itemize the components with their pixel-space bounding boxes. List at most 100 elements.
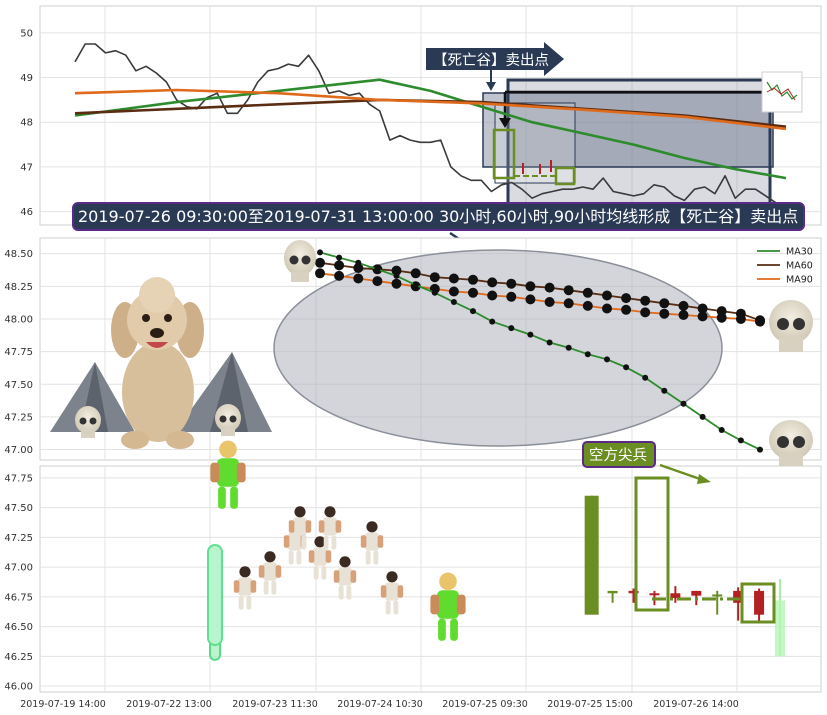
data-point-ma60 xyxy=(640,295,651,306)
sprite-leg xyxy=(373,550,379,565)
price-grid xyxy=(40,6,821,225)
candle-body xyxy=(628,590,639,594)
data-point-ma30 xyxy=(642,374,649,381)
death-valley-callout: 【死亡谷】卖出点 xyxy=(426,42,564,91)
sprite-head xyxy=(386,571,398,583)
candle-body xyxy=(691,590,702,596)
sprite-leg xyxy=(393,600,399,615)
y-tick-label: 47.75 xyxy=(4,473,33,484)
x-tick-label: 2019-07-25 09:30 xyxy=(442,699,528,710)
data-point-ma30 xyxy=(584,351,591,358)
data-point-ma90 xyxy=(372,276,383,287)
sprite-leg xyxy=(296,550,302,565)
series-line-ma30 xyxy=(319,251,761,451)
data-point-ma60 xyxy=(716,306,727,317)
skull-icon xyxy=(769,420,813,466)
sprite-arm xyxy=(397,585,404,598)
sprite-arm xyxy=(250,580,257,593)
data-point-ma30 xyxy=(489,318,496,325)
sprite-arm xyxy=(308,550,315,563)
legend-label-ma60: MA60 xyxy=(786,261,813,272)
data-point-ma90 xyxy=(448,286,459,297)
x-tick-label: 2019-07-26 14:00 xyxy=(653,699,739,710)
y-tick-label: 47.50 xyxy=(4,380,33,391)
fighter-sprite xyxy=(318,506,342,550)
sprite-leg xyxy=(365,550,371,565)
candle-x-axis: 2019-07-19 14:00 2019-07-22 13:00 2019-07-… xyxy=(20,699,739,710)
data-point-ma30 xyxy=(374,266,381,273)
mini-candle-box xyxy=(492,128,516,180)
data-point-ma90 xyxy=(525,294,536,305)
fighter-sprite xyxy=(333,556,357,600)
data-point-ma30 xyxy=(757,446,763,453)
data-point-ma30 xyxy=(336,254,343,261)
data-point-ma30 xyxy=(680,400,687,407)
series-line-ma90 xyxy=(74,88,787,131)
sprite-head xyxy=(366,521,378,533)
y-tick-label: 48.00 xyxy=(4,314,33,325)
candle-body xyxy=(733,590,744,603)
data-point-ma60 xyxy=(621,293,632,304)
candle-body xyxy=(649,593,660,596)
candle-body xyxy=(607,590,618,594)
shade-box-tall xyxy=(506,78,772,225)
data-point-ma90 xyxy=(602,303,612,314)
data-point-ma60 xyxy=(659,298,670,309)
data-point-ma60 xyxy=(410,268,421,279)
skull-icons xyxy=(75,240,813,466)
sprite-leg xyxy=(230,486,238,509)
light-beam xyxy=(207,544,223,646)
data-point-ma60 xyxy=(315,257,325,268)
data-point-ma30 xyxy=(623,364,630,371)
sprite-arm xyxy=(233,580,240,593)
sprite-head xyxy=(264,551,276,563)
vanguard-highlight-boxes xyxy=(634,476,776,624)
data-point-ma90 xyxy=(353,273,364,284)
data-point-ma90 xyxy=(621,304,632,315)
data-point-ma60 xyxy=(487,277,498,288)
candlestick-panel: 47.75 47.50 47.25 47.00 46.75 46.50 46.25 46.00… xyxy=(4,441,822,710)
sprite-arm xyxy=(456,594,466,615)
sprite-body xyxy=(385,582,399,601)
candle-grid xyxy=(40,466,821,692)
sprite-head xyxy=(294,506,306,518)
y-tick-label: 46.25 xyxy=(4,652,33,663)
sprite-head xyxy=(439,572,457,591)
data-point-ma90 xyxy=(315,268,325,279)
sprite-leg xyxy=(331,535,337,550)
data-point-ma90 xyxy=(659,308,670,319)
data-point-ma60 xyxy=(697,303,708,314)
data-point-ma30 xyxy=(317,249,323,256)
data-point-ma90 xyxy=(544,297,555,307)
data-point-ma90 xyxy=(582,300,593,311)
sprite-arm xyxy=(430,594,440,615)
sprite-head xyxy=(324,506,336,518)
fighter-sprites xyxy=(207,440,466,646)
sprite-arm xyxy=(275,565,282,578)
candle-body xyxy=(712,594,723,597)
y-tick-label: 50 xyxy=(20,28,33,39)
data-point-ma60 xyxy=(506,278,517,289)
candle-body xyxy=(754,590,765,615)
sprite-leg xyxy=(218,486,226,509)
sprite-leg xyxy=(450,618,458,641)
fighter-sprite xyxy=(258,551,282,595)
sprite-leg xyxy=(301,535,307,550)
data-point-ma30 xyxy=(508,325,515,332)
sprite-body xyxy=(313,547,327,566)
data-point-ma30 xyxy=(470,308,476,315)
data-point-ma60 xyxy=(755,315,765,326)
sprite-arm xyxy=(283,535,290,548)
data-point-ma60 xyxy=(678,300,689,311)
sprite-head xyxy=(239,566,251,578)
sprite-leg xyxy=(263,580,269,595)
x-tick-label: 2019-07-22 13:00 xyxy=(126,699,212,710)
data-point-ma60 xyxy=(602,290,612,301)
legend-label-ma30: MA30 xyxy=(786,247,813,258)
sprite-head xyxy=(219,440,237,459)
data-point-ma30 xyxy=(393,272,400,279)
y-tick-label: 46 xyxy=(20,207,33,218)
shade-drop-arrowhead xyxy=(499,118,511,128)
candle-y-axis: 47.75 47.50 47.25 47.00 46.75 46.50 46.25 46.00 xyxy=(4,473,33,692)
